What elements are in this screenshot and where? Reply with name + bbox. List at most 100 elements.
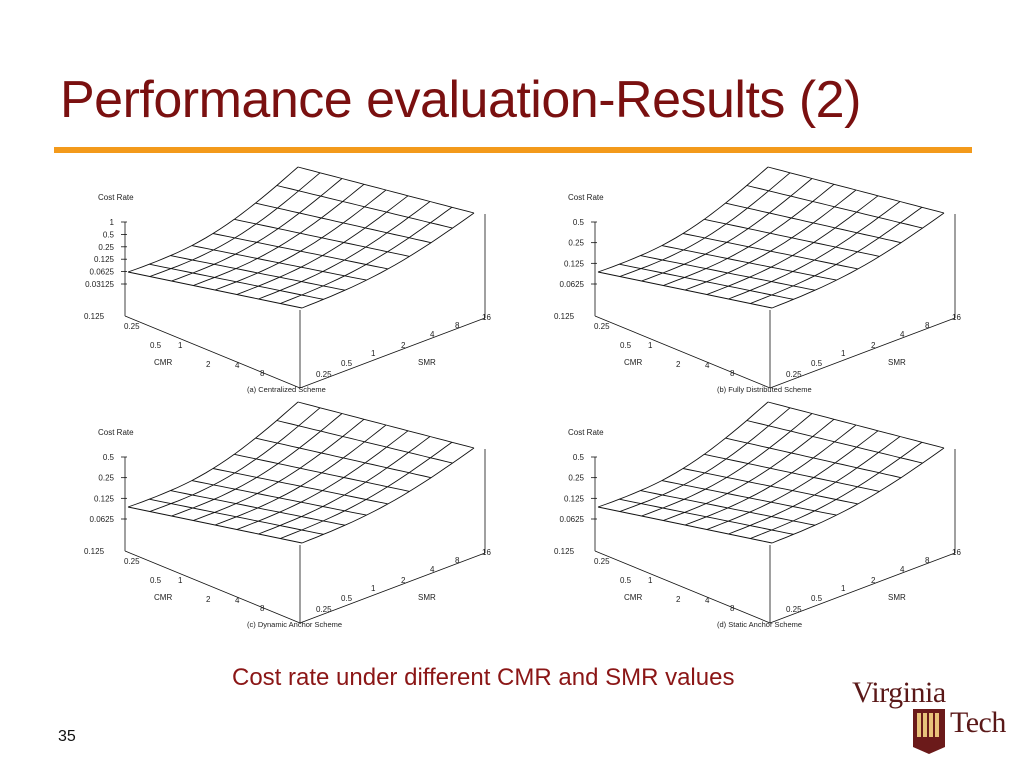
figure-caption: Cost rate under different CMR and SMR va…	[232, 664, 735, 691]
plot-4-ztick-label: 0.0625	[560, 515, 585, 524]
plot-2-zaxis-label: Cost Rate	[568, 193, 604, 202]
plot-3-cmr-tick-label: 4	[235, 596, 240, 605]
plot-4-mesh-line	[704, 453, 880, 492]
plot-1-cmr-tick-label: 0.25	[124, 322, 140, 331]
plot-3-cmr-tick-label: 0.5	[150, 576, 162, 585]
plot-3-mesh-line	[127, 506, 303, 544]
plot-4-mesh-line	[661, 480, 837, 516]
plot-2-cmr-tick-label: 0.25	[594, 322, 610, 331]
plot-4-smr-tick-label: 0.5	[811, 594, 823, 603]
plot-1-mesh-line	[171, 178, 343, 282]
plot-3-cmr-tick-label: 0.25	[124, 557, 140, 566]
plot-1-smr-tick-label: 16	[482, 313, 491, 322]
plot-1-cmr-axis-line	[124, 315, 301, 389]
plot-2-smr-tick-label: 0.25	[786, 370, 802, 379]
plot-1-smr-tick-label: 2	[401, 341, 406, 350]
plot-1-mesh-line	[149, 172, 321, 277]
plot-1-mesh-line	[127, 271, 303, 309]
plot-2-cmr-tick-label: 0.125	[554, 312, 575, 321]
plot-3-mesh-line	[276, 420, 453, 464]
plot-3-mesh-line	[255, 437, 432, 479]
plot-3-smr-tick-label: 0.5	[341, 594, 353, 603]
plot-1-cmr-tick-label: 4	[235, 361, 240, 370]
plot-4-mesh-line	[597, 506, 773, 544]
plot-1-cmr-tick-label: 0.125	[84, 312, 105, 321]
plot-1-mesh-line	[276, 185, 453, 229]
plot-1-cmr-tick-label: 1	[178, 341, 183, 350]
plot-1-mesh-line	[255, 202, 432, 244]
plot-3-mesh-line	[149, 498, 324, 535]
plot-3-cmr-tick-label: 2	[206, 595, 211, 604]
plot-4-smr-tick-label: 0.25	[786, 605, 802, 614]
plot-1-mesh-line	[234, 218, 410, 257]
plot-1-ztick-label: 0.03125	[85, 280, 114, 289]
plot-2-mesh-line	[725, 202, 902, 244]
plot-2-smr-tick-label: 0.5	[811, 359, 823, 368]
plot-4-smr-tick-label: 4	[900, 565, 905, 574]
plot-3-mesh-line	[171, 413, 343, 517]
plot-1-ztick-label: 0.25	[98, 243, 114, 252]
plot-1-ztick-label: 0.5	[103, 230, 115, 239]
plot-4-mesh-line	[619, 498, 794, 535]
plot-3-smr-axis-label: SMR	[418, 593, 436, 602]
plot-3-smr-tick-label: 16	[482, 548, 491, 557]
plot-3-cmr-tick-label: 0.125	[84, 547, 105, 556]
plot-4-smr-tick-label: 2	[871, 576, 876, 585]
logo-seal-icon	[913, 709, 945, 754]
plot-2-smr-tick-label: 1	[841, 349, 846, 358]
plot-2-mesh-line	[640, 255, 816, 291]
plot-1-mesh-line	[212, 233, 389, 270]
plot-3-ztick-label: 0.125	[94, 494, 115, 503]
plot-2-mesh-line	[661, 245, 837, 281]
plot-1-smr-axis-label: SMR	[418, 358, 436, 367]
plot-2-smr-axis-line	[769, 317, 956, 389]
plot-2-ztick-label: 0.25	[568, 239, 584, 248]
plot-1-cmr-axis-label: CMR	[154, 358, 172, 367]
plot-1-ztick-label: 0.0625	[90, 268, 115, 277]
plot-4-cmr-tick-label: 0.25	[594, 557, 610, 566]
plot-2-cmr-tick-label: 4	[705, 361, 710, 370]
plot-4-cmr-axis-label: CMR	[624, 593, 642, 602]
plot-4-mesh-line	[619, 407, 791, 512]
plot-4-mesh-line	[597, 401, 769, 508]
plot-2-mesh-line	[746, 185, 923, 229]
plot-4-smr-axis-line	[769, 552, 956, 624]
plot-1-ztick-label: 1	[110, 218, 115, 227]
plot-2-smr-tick-label: 16	[952, 313, 961, 322]
plot-1-smr-axis-line	[299, 317, 486, 389]
plot-4-cmr-tick-label: 0.125	[554, 547, 575, 556]
plot-4-cmr-tick-label: 0.5	[620, 576, 632, 585]
plot-3-smr-tick-label: 2	[401, 576, 406, 585]
plot-3-smr-axis-line	[299, 552, 486, 624]
plot-4-mesh-line	[682, 468, 859, 505]
plot-3-zaxis-label: Cost Rate	[98, 428, 134, 437]
plot-1-cmr-tick-label: 2	[206, 360, 211, 369]
plot-1-mesh-line	[214, 189, 387, 291]
plot-2-mesh-line	[597, 166, 769, 273]
plot-2-cmr-tick-label: 2	[676, 360, 681, 369]
plot-4-cmr-tick-label: 2	[676, 595, 681, 604]
plot-2-subtitle: (b) Fully Distributed Scheme	[717, 385, 812, 394]
plot-3-ztick-label: 0.25	[98, 474, 114, 483]
logo-word-tech: Tech	[950, 706, 1006, 739]
plot-2-smr-tick-label: 2	[871, 341, 876, 350]
plot-3-mesh-line	[149, 407, 321, 512]
plot-2-smr-tick-label: 4	[900, 330, 905, 339]
plot-1-smr-tick-label: 0.5	[341, 359, 353, 368]
plot-2-mesh-line	[684, 189, 857, 291]
plot-3-cmr-axis-line	[124, 550, 301, 624]
plot-3-mesh-line	[212, 468, 389, 505]
plot-2-smr-tick-label: 8	[925, 321, 930, 330]
plot-1-ztick-label: 0.125	[94, 255, 115, 264]
plot-4-mesh-line	[725, 437, 902, 479]
plot-4-zaxis-label: Cost Rate	[568, 428, 604, 437]
logo-word-virginia: Virginia	[852, 676, 946, 709]
plot-2-cmr-axis-label: CMR	[624, 358, 642, 367]
plot-4-mesh-line	[640, 490, 816, 526]
plot-1-smr-tick-label: 1	[371, 349, 376, 358]
plot-4-mesh-line	[641, 413, 813, 517]
plot-1-cmr-tick-label: 0.5	[150, 341, 162, 350]
plot-2-mesh-line	[682, 233, 859, 270]
plot-2-cmr-tick-label: 1	[648, 341, 653, 350]
